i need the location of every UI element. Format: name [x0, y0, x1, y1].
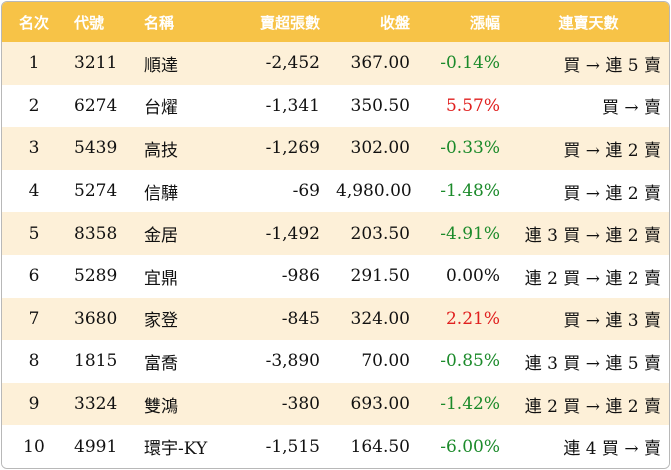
rank-cell: 7 — [28, 308, 40, 329]
net-sell-cell: -1,341 — [265, 95, 320, 116]
header-code: 代號 — [74, 13, 105, 32]
close-cell: 324.00 — [350, 308, 410, 329]
change-cell: -0.85% — [440, 351, 500, 372]
change-cell: -1.42% — [440, 394, 500, 415]
name-cell: 金居 — [144, 226, 178, 247]
close-cell: 4,980.00 — [336, 181, 412, 202]
net-sell-cell: -69 — [292, 181, 320, 202]
streak-cell: 連 4 買 → 賣 — [563, 439, 661, 460]
header-row: 名次 代號 名稱 賣超張數 收盤 漲幅 連賣天數 — [2, 2, 669, 42]
net-sell-cell: -845 — [281, 308, 320, 329]
header-name: 名稱 — [144, 13, 175, 32]
net-sell-cell: -986 — [281, 266, 320, 287]
streak-cell: 買 → 連 2 賣 — [563, 140, 661, 161]
streak-cell: 買 → 連 5 賣 — [563, 55, 661, 76]
net-sell-cell: -2,452 — [265, 53, 320, 74]
net-sell-cell: -1,515 — [265, 436, 320, 457]
rank-cell: 1 — [28, 53, 40, 74]
code-cell: 6274 — [74, 95, 118, 116]
rank-cell: 2 — [28, 95, 40, 116]
code-cell: 3324 — [74, 394, 118, 415]
name-cell: 雙鴻 — [144, 396, 178, 417]
close-cell: 291.50 — [350, 266, 410, 287]
streak-cell: 連 2 買 → 連 2 賣 — [524, 396, 661, 417]
table-row: 9 3324 雙鴻 -380 693.00 -1.42% 連 2 買 → 連 2… — [2, 382, 669, 426]
change-cell: 5.57% — [445, 95, 500, 116]
table-row: 4 5274 信驊 -69 4,980.00 -1.48% 買 → 連 2 賣 — [2, 169, 669, 213]
header-net-sell: 賣超張數 — [259, 13, 320, 32]
change-cell: -4.91% — [440, 223, 500, 244]
name-cell: 富喬 — [144, 353, 178, 374]
code-cell: 8358 — [74, 223, 118, 244]
code-cell: 3211 — [74, 53, 118, 74]
header-rank: 名次 — [18, 13, 49, 32]
name-cell: 順達 — [144, 55, 178, 76]
name-cell: 家登 — [144, 311, 178, 332]
table-row: 1 3211 順達 -2,452 367.00 -0.14% 買 → 連 5 賣 — [2, 42, 669, 85]
code-cell: 5274 — [74, 181, 118, 202]
rank-cell: 4 — [28, 181, 40, 202]
net-sell-cell: -1,269 — [265, 138, 320, 159]
name-cell: 信驊 — [144, 183, 178, 204]
close-cell: 367.00 — [350, 53, 410, 74]
table-row: 8 1815 富喬 -3,890 70.00 -0.85% 連 3 買 → 連 … — [2, 340, 669, 383]
change-cell: 0.00% — [445, 266, 500, 287]
streak-cell: 連 2 買 → 連 2 賣 — [524, 268, 661, 289]
close-cell: 164.50 — [350, 436, 410, 457]
name-cell: 台燿 — [144, 98, 178, 119]
header-close: 收盤 — [379, 13, 410, 32]
table-row: 6 5289 宜鼎 -986 291.50 0.00% 連 2 買 → 連 2 … — [2, 254, 669, 298]
rank-cell: 3 — [28, 138, 40, 159]
streak-cell: 買 → 連 2 賣 — [563, 183, 661, 204]
streak-cell: 買 → 賣 — [601, 98, 661, 119]
code-cell: 3680 — [74, 308, 118, 329]
change-cell: -0.14% — [440, 53, 500, 74]
table-row: 3 5439 高技 -1,269 302.00 -0.33% 買 → 連 2 賣 — [2, 127, 669, 170]
table-row: 7 3680 家登 -845 324.00 2.21% 買 → 連 3 賣 — [2, 297, 669, 341]
rank-cell: 8 — [28, 351, 40, 372]
code-cell: 5289 — [74, 266, 118, 287]
name-cell: 高技 — [144, 140, 178, 161]
header-streak: 連賣天數 — [558, 13, 619, 32]
rank-cell: 10 — [23, 436, 45, 457]
change-cell: -1.48% — [440, 181, 500, 202]
net-sell-cell: -3,890 — [265, 351, 320, 372]
streak-cell: 連 3 買 → 連 5 賣 — [524, 353, 661, 374]
code-cell: 5439 — [74, 138, 118, 159]
close-cell: 693.00 — [350, 394, 410, 415]
table-row: 2 6274 台燿 -1,341 350.50 5.57% 買 → 賣 — [2, 84, 669, 128]
rank-cell: 6 — [28, 266, 40, 287]
name-cell: 環宇-KY — [144, 439, 208, 460]
header-change: 漲幅 — [469, 13, 500, 32]
table-row: 5 8358 金居 -1,492 203.50 -4.91% 連 3 買 → 連… — [2, 212, 669, 255]
rank-cell: 5 — [28, 223, 40, 244]
change-cell: -6.00% — [440, 436, 500, 457]
close-cell: 203.50 — [350, 223, 410, 244]
net-sell-cell: -1,492 — [265, 223, 320, 244]
streak-cell: 買 → 連 3 賣 — [563, 311, 661, 332]
close-cell: 302.00 — [350, 138, 410, 159]
code-cell: 4991 — [74, 436, 118, 457]
net-sell-cell: -380 — [281, 394, 320, 415]
code-cell: 1815 — [74, 351, 118, 372]
change-cell: 2.21% — [445, 308, 500, 329]
table-row: 10 4991 環宇-KY -1,515 164.50 -6.00% 連 4 買… — [2, 425, 669, 468]
streak-cell: 連 3 買 → 連 2 賣 — [524, 226, 661, 247]
name-cell: 宜鼎 — [144, 268, 178, 289]
close-cell: 350.50 — [350, 95, 410, 116]
change-cell: -0.33% — [440, 138, 500, 159]
rank-cell: 9 — [28, 394, 40, 415]
close-cell: 70.00 — [361, 351, 410, 372]
